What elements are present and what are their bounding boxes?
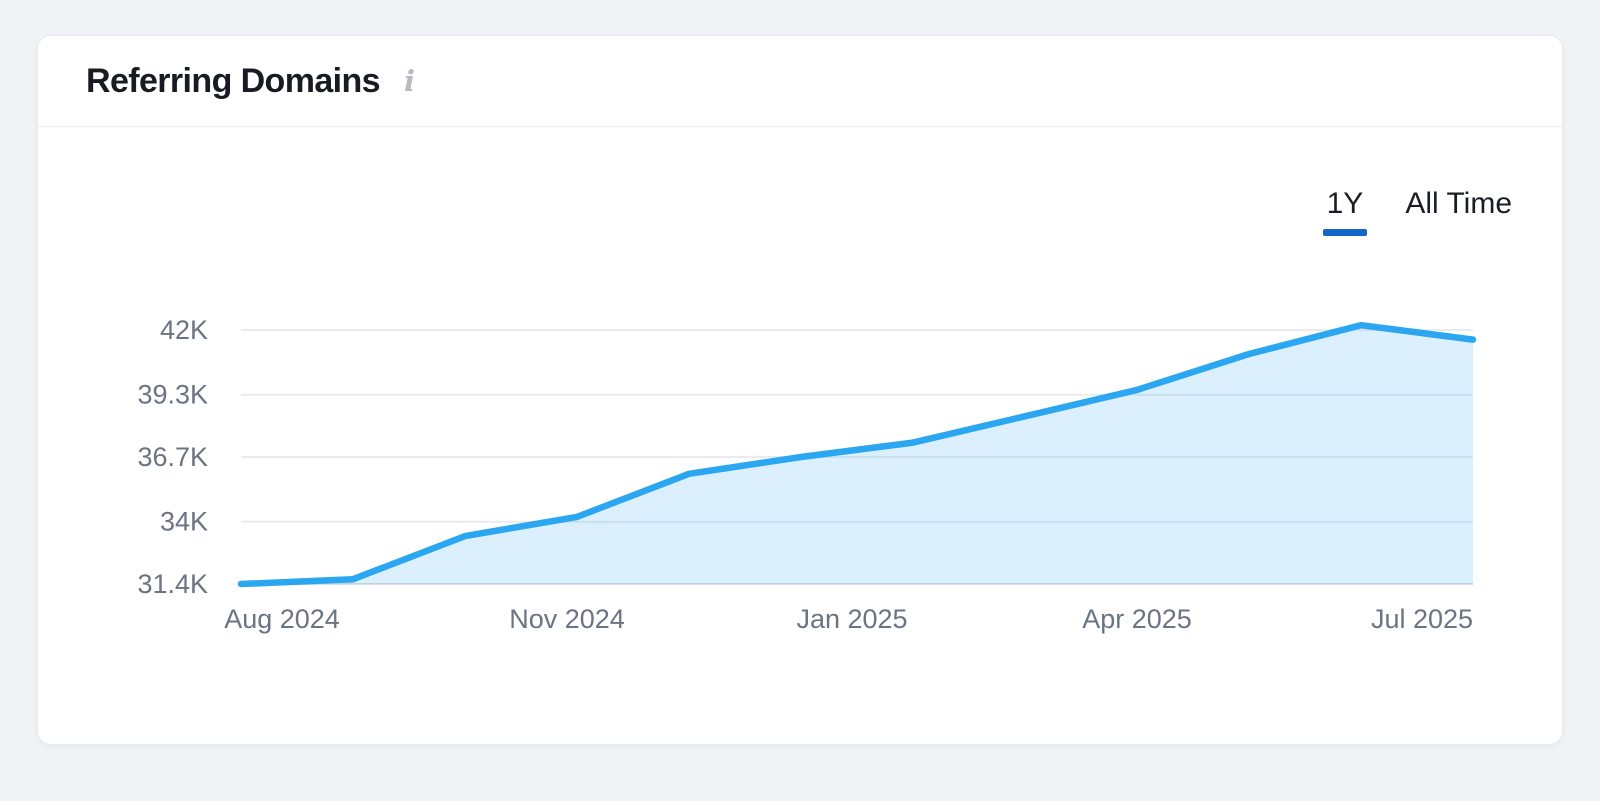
tab-1y-label: 1Y [1326, 187, 1364, 220]
x-axis-label: Nov 2024 [509, 604, 625, 634]
info-icon[interactable]: i [403, 63, 416, 98]
y-axis-label: 36.7K [137, 442, 208, 472]
chart-plot-area[interactable] [241, 300, 1473, 584]
series-area-fill [241, 325, 1473, 584]
referring-domains-card: Referring Domains i 42K 39.3K 36.7K 34K 31.4… [37, 35, 1563, 745]
y-axis-label: 34K [160, 507, 208, 537]
y-axis-label: 31.4K [137, 569, 208, 599]
x-axis-label: Jul 2025 [1371, 604, 1473, 634]
referring-domains-chart: 42K 39.3K 36.7K 34K 31.4K Aug 2024 Nov 2024 Jan… [137, 300, 1477, 634]
card-header: Referring Domains i [38, 36, 1562, 127]
x-axis-label: Apr 2025 [1082, 604, 1192, 634]
series-line [237, 321, 1477, 588]
tab-1y[interactable]: 1Y [1322, 187, 1367, 236]
card-title: Referring Domains [86, 61, 381, 100]
x-axis-label: Jan 2025 [796, 604, 907, 634]
x-axis-label: Aug 2024 [224, 604, 340, 634]
y-axis-label: 39.3K [137, 380, 208, 410]
y-axis-label: 42K [160, 315, 208, 345]
tab-all-time[interactable]: All Time [1405, 188, 1512, 220]
active-tab-underline [1322, 229, 1367, 236]
tab-all-time-label: All Time [1405, 187, 1512, 220]
time-range-tabs: 1Y All Time [1322, 187, 1512, 236]
